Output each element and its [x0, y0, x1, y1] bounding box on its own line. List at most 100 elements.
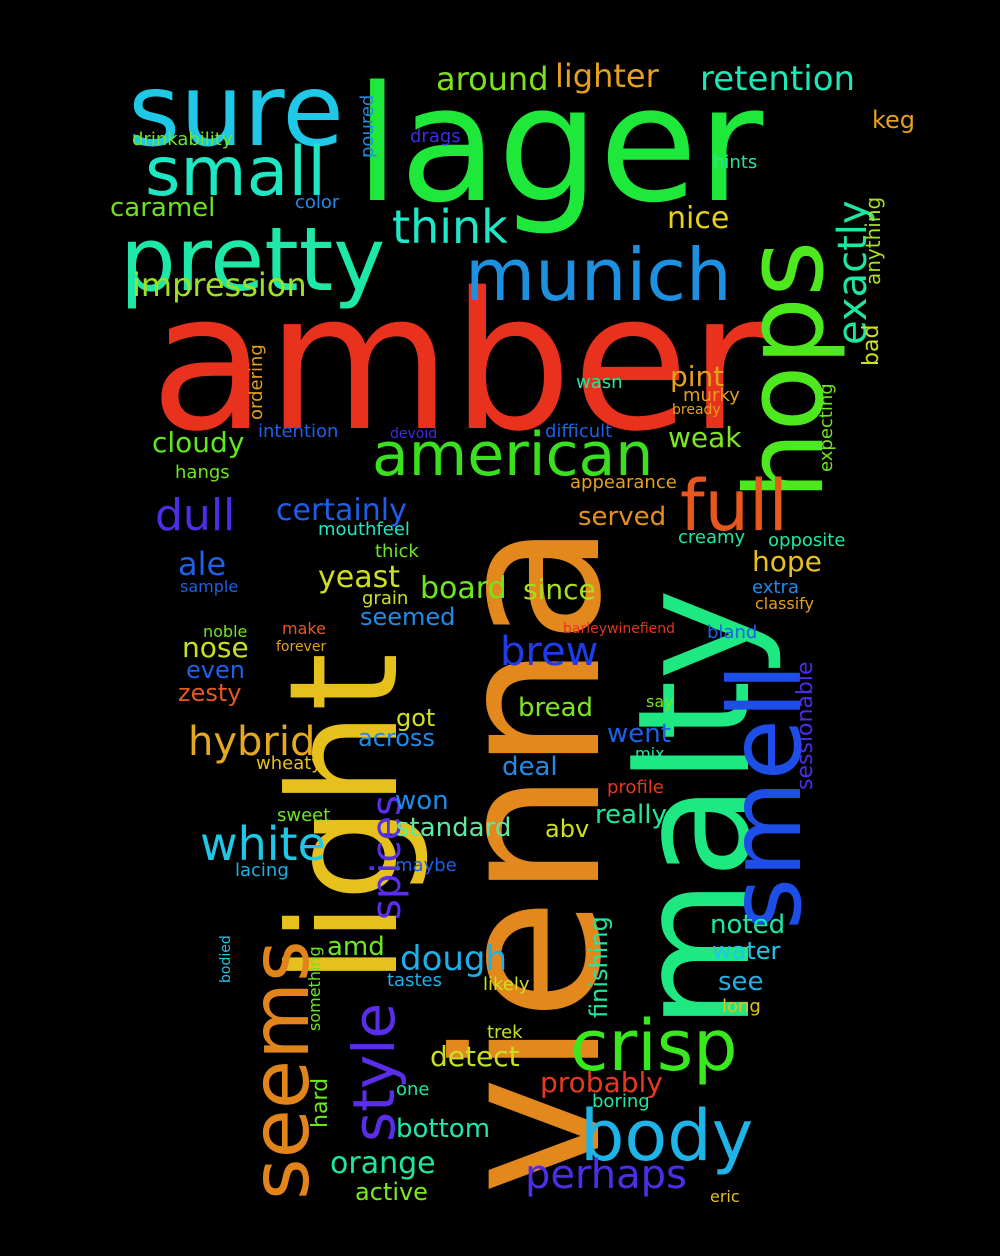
word-lager: lager [355, 51, 764, 238]
word-likely: likely [483, 974, 530, 995]
word-boring: boring [592, 1091, 650, 1112]
word-bodied: bodied [218, 935, 234, 983]
word-think: think [392, 200, 508, 254]
word-drags: drags [410, 126, 461, 147]
word-small: small [145, 133, 326, 212]
word-orange: orange [330, 1146, 436, 1181]
word-spices: spices [364, 795, 410, 920]
word-perhaps: perhaps [525, 1152, 687, 1198]
word-anything: anything [861, 197, 885, 285]
word-vienna: vienna [413, 522, 646, 1195]
word-full: full [680, 465, 788, 547]
word-bready: bready [672, 402, 721, 418]
word-tastes: tastes [387, 970, 442, 991]
word-zesty: zesty [178, 679, 241, 707]
word-creamy: creamy [678, 527, 746, 548]
word-american: american [372, 420, 653, 490]
word-caramel: caramel [110, 193, 215, 223]
word-dull: dull [155, 490, 235, 541]
word-drinkability: drinkability [132, 129, 233, 150]
word-water: water [712, 937, 781, 965]
word-lighter: lighter [555, 57, 660, 95]
word-cloudy: cloudy [152, 426, 244, 459]
word-hangs: hangs [175, 462, 230, 483]
word-classify: classify [755, 594, 814, 613]
word-trek: trek [487, 1022, 523, 1043]
word-intention: intention [258, 421, 338, 442]
word-body: body [580, 1095, 753, 1177]
word-retention: retention [700, 59, 855, 99]
word-murky: murky [683, 385, 740, 406]
word-went: went [607, 719, 671, 749]
word-noble: noble [203, 622, 247, 641]
word-hops: hops [723, 241, 848, 500]
word-won: won [395, 786, 449, 816]
word-wasn: wasn [576, 372, 623, 393]
word-sample: sample [180, 577, 238, 596]
word-light: light [258, 653, 432, 985]
word-active: active [355, 1178, 428, 1206]
word-across: across [358, 724, 435, 752]
word-impression: impression [132, 266, 307, 304]
word-opposite: opposite [768, 530, 845, 551]
word-sure: sure [128, 52, 344, 169]
word-poured: poured [357, 95, 378, 158]
word-long: long [722, 996, 761, 1017]
word-make: make [282, 619, 326, 638]
word-keg: keg [872, 106, 915, 134]
word-crisp: crisp [570, 1005, 738, 1087]
word-probably: probably [540, 1066, 663, 1099]
word-around: around [436, 60, 549, 98]
word-detect: detect [430, 1040, 520, 1073]
word-grain: grain [362, 588, 408, 609]
word-standard: standard [396, 813, 511, 843]
word-hope: hope [752, 545, 822, 578]
word-color: color [295, 192, 340, 213]
word-eric: eric [710, 1187, 740, 1206]
word-wheaty: wheaty [256, 753, 322, 774]
word-seemed: seemed [360, 603, 455, 631]
word-style: style [340, 1003, 408, 1142]
word-amd: amd [327, 932, 385, 962]
word-devoid: devoid [390, 426, 437, 442]
word-mix: mix [635, 744, 665, 763]
word-say: say [646, 692, 674, 711]
word-pretty: pretty [120, 208, 385, 311]
word-amber: amber [150, 252, 768, 473]
word-something: something [305, 946, 324, 1031]
word-bread: bread [518, 693, 593, 723]
word-certainly: certainly [276, 493, 407, 528]
word-brew: brew [500, 629, 598, 675]
word-malty: malty [604, 588, 785, 1030]
word-dough: dough [400, 939, 507, 979]
word-difficult: difficult [545, 421, 612, 442]
word-thick: thick [375, 541, 419, 562]
word-appearance: appearance [570, 472, 677, 493]
word-yeast: yeast [318, 560, 400, 595]
word-board: board [420, 571, 507, 606]
word-group: amberviennalagermaltylighthopssuresmells… [110, 51, 915, 1206]
word-abv: abv [545, 815, 589, 843]
word-sessionable: sessionable [793, 661, 818, 790]
word-munich: munich [465, 233, 732, 317]
word-deal: deal [502, 752, 558, 782]
word-hints: hints [713, 152, 757, 173]
word-smell: smell [707, 663, 824, 930]
word-white: white [200, 817, 326, 871]
word-bland: bland [707, 622, 757, 643]
word-mouthfeel: mouthfeel [318, 519, 410, 540]
word-profile: profile [607, 777, 664, 798]
word-since: since [523, 573, 596, 606]
word-sweet: sweet [277, 805, 330, 826]
word-served: served [578, 502, 666, 532]
word-extra: extra [752, 577, 799, 598]
word-bottom: bottom [396, 1114, 490, 1144]
word-pint: pint [670, 360, 724, 393]
word-hybrid: hybrid [188, 719, 315, 765]
word-nice: nice [667, 201, 729, 236]
word-ale: ale [178, 545, 226, 583]
word-got: got [396, 704, 435, 732]
word-nose: nose [182, 631, 249, 664]
word-one: one [396, 1079, 430, 1100]
